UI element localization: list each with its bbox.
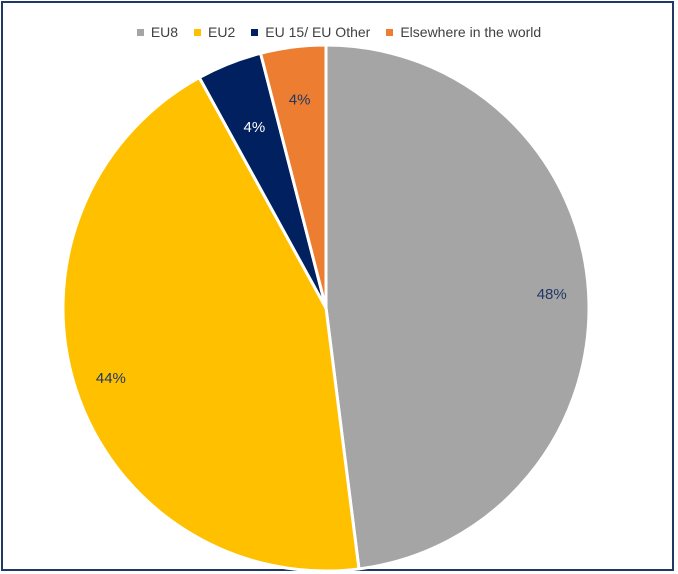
legend-label-eu15-other: EU 15/ EU Other — [265, 24, 371, 40]
chart-legend: EU8 EU2 EU 15/ EU Other Elsewhere in the… — [0, 24, 678, 40]
legend-item-eu2: EU2 — [194, 24, 235, 40]
legend-swatch-eu15-other — [251, 28, 259, 36]
legend-swatch-elsewhere — [386, 28, 394, 36]
data-label-eu2: 44% — [96, 370, 126, 387]
legend-swatch-eu2 — [194, 28, 202, 36]
pie-slice-eu8 — [324, 43, 591, 571]
legend-swatch-eu8 — [136, 28, 144, 36]
legend-label-elsewhere: Elsewhere in the world — [400, 24, 542, 40]
pie-slice-elsewhere-in-the-world — [259, 43, 328, 310]
legend-item-elsewhere: Elsewhere in the world — [386, 24, 541, 40]
legend-item-eu15-other: EU 15/ EU Other — [251, 24, 370, 40]
legend-label-eu8: EU8 — [150, 24, 179, 40]
data-label-eu8: 48% — [537, 286, 567, 303]
legend-label-eu2: EU2 — [208, 24, 236, 40]
pie-slice-eu2 — [61, 76, 361, 573]
legend-item-eu8: EU8 — [136, 24, 179, 40]
data-label-eu-15-eu-other: 4% — [244, 119, 266, 136]
data-label-elsewhere-in-the-world: 4% — [289, 91, 311, 108]
